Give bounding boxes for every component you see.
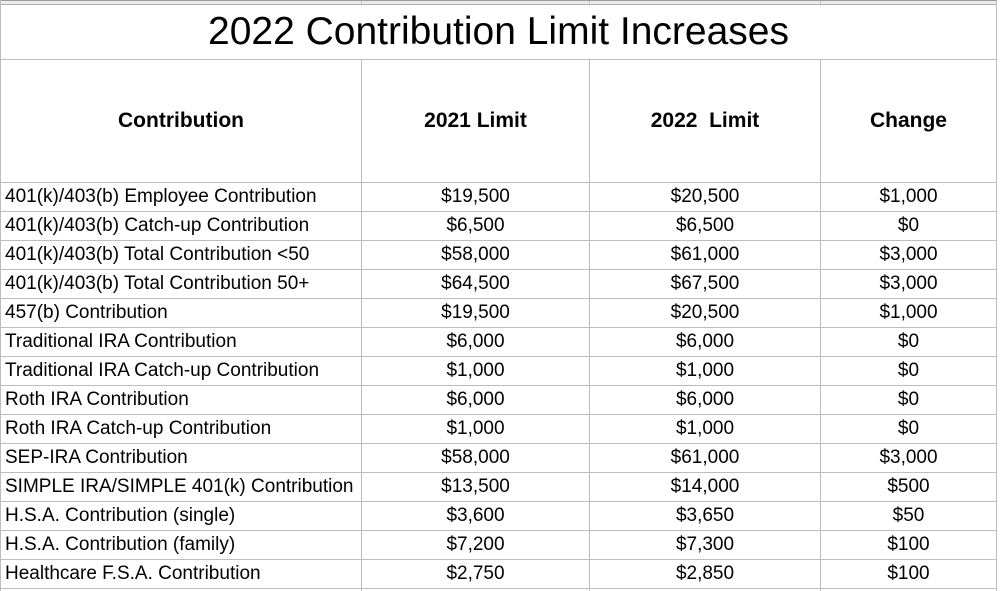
column-header-contribution: Contribution — [1, 60, 362, 182]
table-row: 401(k)/403(b) Catch-up Contribution $6,50… — [1, 212, 997, 241]
cell-2022-limit: $61,000 — [590, 241, 821, 269]
column-header-2021-limit: 2021 Limit — [362, 60, 590, 182]
cell-contribution: 401(k)/403(b) Catch-up Contribution — [1, 212, 362, 240]
cell-2022-limit: $61,000 — [590, 444, 821, 472]
partial-cell — [590, 1, 821, 4]
cell-2021-limit: $7,200 — [362, 531, 590, 559]
table-row: 401(k)/403(b) Total Contribution 50+ $64,… — [1, 270, 997, 299]
cell-contribution: Traditional IRA Contribution — [1, 328, 362, 356]
partial-cell — [821, 589, 997, 591]
cell-contribution: 457(b) Contribution — [1, 299, 362, 327]
cell-change: $3,000 — [821, 270, 997, 298]
cell-2021-limit: $6,500 — [362, 212, 590, 240]
partial-cell — [362, 589, 590, 591]
cell-2021-limit: $3,600 — [362, 502, 590, 530]
table-row: Traditional IRA Catch-up Contribution $1,… — [1, 357, 997, 386]
cell-change: $0 — [821, 357, 997, 385]
cell-contribution: SEP-IRA Contribution — [1, 444, 362, 472]
cell-contribution: 401(k)/403(b) Total Contribution <50 — [1, 241, 362, 269]
cell-2021-limit: $2,750 — [362, 560, 590, 588]
cell-contribution: Roth IRA Contribution — [1, 386, 362, 414]
table-row: Traditional IRA Contribution $6,000 $6,000… — [1, 328, 997, 357]
cell-2022-limit: $1,000 — [590, 357, 821, 385]
partial-cell — [821, 1, 997, 4]
table-row: Roth IRA Contribution $6,000 $6,000 $0 — [1, 386, 997, 415]
cell-change: $3,000 — [821, 241, 997, 269]
cell-2021-limit: $19,500 — [362, 183, 590, 211]
partial-cell — [1, 1, 362, 4]
cell-contribution: SIMPLE IRA/SIMPLE 401(k) Contribution — [1, 473, 362, 501]
cell-contribution: 401(k)/403(b) Total Contribution 50+ — [1, 270, 362, 298]
cell-2021-limit: $6,000 — [362, 328, 590, 356]
cell-change: $0 — [821, 212, 997, 240]
page-title: 2022 Contribution Limit Increases — [1, 5, 997, 59]
cell-2022-limit: $6,500 — [590, 212, 821, 240]
cell-2021-limit: $19,500 — [362, 299, 590, 327]
cell-contribution: Roth IRA Catch-up Contribution — [1, 415, 362, 443]
cell-2022-limit: $7,300 — [590, 531, 821, 559]
partial-row-bottom — [1, 589, 997, 591]
cell-change: $3,000 — [821, 444, 997, 472]
cell-contribution: H.S.A. Contribution (family) — [1, 531, 362, 559]
cell-2021-limit: $58,000 — [362, 444, 590, 472]
table-row: Roth IRA Catch-up Contribution $1,000 $1,0… — [1, 415, 997, 444]
cell-2021-limit: $13,500 — [362, 473, 590, 501]
table-body: 401(k)/403(b) Employee Contribution $19,5… — [1, 183, 997, 589]
partial-row-top — [1, 0, 997, 5]
cell-change: $0 — [821, 386, 997, 414]
cell-change: $1,000 — [821, 299, 997, 327]
cell-contribution: Healthcare F.S.A. Contribution — [1, 560, 362, 588]
column-header-change: Change — [821, 60, 997, 182]
cell-change: $500 — [821, 473, 997, 501]
cell-change: $100 — [821, 531, 997, 559]
table-row: H.S.A. Contribution (single) $3,600 $3,650… — [1, 502, 997, 531]
cell-change: $100 — [821, 560, 997, 588]
cell-2021-limit: $58,000 — [362, 241, 590, 269]
cell-2022-limit: $14,000 — [590, 473, 821, 501]
cell-2022-limit: $20,500 — [590, 299, 821, 327]
partial-cell — [590, 589, 821, 591]
column-header-2022-limit: 2022 Limit — [590, 60, 821, 182]
cell-2021-limit: $6,000 — [362, 386, 590, 414]
table-header-row: Contribution 2021 Limit 2022 Limit Chang… — [1, 60, 997, 183]
cell-2021-limit: $1,000 — [362, 357, 590, 385]
partial-cell — [362, 1, 590, 4]
partial-cell — [1, 589, 362, 591]
cell-contribution: Traditional IRA Catch-up Contribution — [1, 357, 362, 385]
cell-contribution: H.S.A. Contribution (single) — [1, 502, 362, 530]
cell-2022-limit: $6,000 — [590, 328, 821, 356]
cell-2022-limit: $2,850 — [590, 560, 821, 588]
cell-change: $50 — [821, 502, 997, 530]
cell-2022-limit: $1,000 — [590, 415, 821, 443]
cell-change: $1,000 — [821, 183, 997, 211]
cell-2021-limit: $64,500 — [362, 270, 590, 298]
cell-2022-limit: $3,650 — [590, 502, 821, 530]
cell-2022-limit: $6,000 — [590, 386, 821, 414]
table-row: H.S.A. Contribution (family) $7,200 $7,300… — [1, 531, 997, 560]
table-row: 457(b) Contribution $19,500 $20,500 $1,000 — [1, 299, 997, 328]
table-row: 401(k)/403(b) Total Contribution <50 $58,… — [1, 241, 997, 270]
table-row: SEP-IRA Contribution $58,000 $61,000 $3,000 — [1, 444, 997, 473]
table-row: 401(k)/403(b) Employee Contribution $19,5… — [1, 183, 997, 212]
title-row: 2022 Contribution Limit Increases — [1, 5, 997, 60]
cell-contribution: 401(k)/403(b) Employee Contribution — [1, 183, 362, 211]
cell-change: $0 — [821, 415, 997, 443]
table-row: Healthcare F.S.A. Contribution $2,750 $2,8… — [1, 560, 997, 589]
table-row: SIMPLE IRA/SIMPLE 401(k) Contribution $13… — [1, 473, 997, 502]
cell-2022-limit: $67,500 — [590, 270, 821, 298]
cell-2022-limit: $20,500 — [590, 183, 821, 211]
cell-change: $0 — [821, 328, 997, 356]
cell-2021-limit: $1,000 — [362, 415, 590, 443]
